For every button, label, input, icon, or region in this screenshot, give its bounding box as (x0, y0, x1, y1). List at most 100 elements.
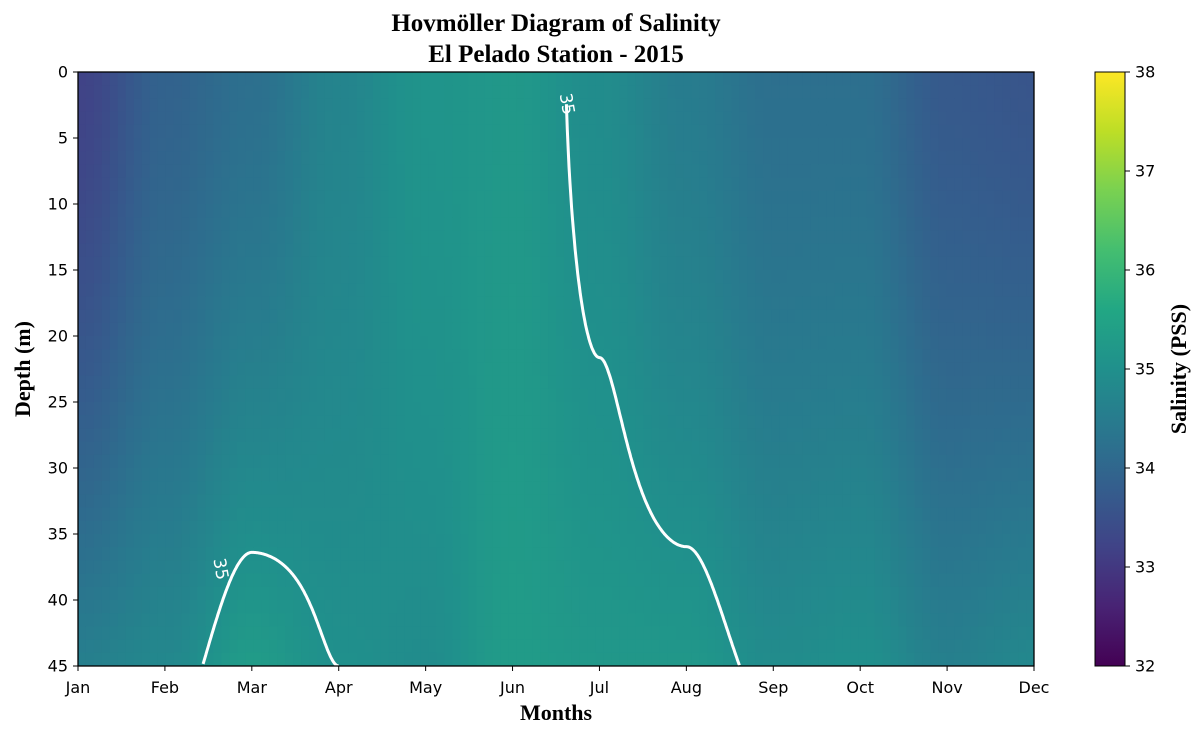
heatmap-cell (683, 520, 693, 535)
heatmap-cell (667, 111, 677, 126)
heatmap-cell (277, 639, 286, 654)
heatmap-cell (436, 362, 446, 377)
heatmap-cell (213, 468, 222, 482)
heatmap-cell (667, 613, 677, 627)
heatmap-cell (946, 256, 955, 271)
heatmap-cell (484, 283, 493, 297)
heatmap-cell (787, 190, 796, 205)
heatmap-cell (532, 600, 541, 614)
heatmap-cell (404, 534, 414, 548)
heatmap-cell (149, 613, 159, 627)
heatmap-cell (707, 336, 716, 350)
heatmap-cell (643, 639, 653, 654)
heatmap-cell (277, 415, 286, 429)
heatmap-cell (659, 415, 669, 429)
heatmap-cell (301, 322, 310, 337)
heatmap-cell (635, 230, 645, 245)
heatmap-cell (667, 322, 677, 337)
heatmap-cell (603, 639, 613, 654)
heatmap-cell (245, 151, 254, 165)
heatmap-cell (277, 151, 286, 165)
heatmap-cell (842, 362, 852, 377)
heatmap-cell (890, 560, 900, 575)
chart-title-line-2: El Pelado Station - 2015 (428, 41, 684, 68)
heatmap-cell (221, 468, 230, 482)
heatmap-cell (898, 283, 908, 297)
heatmap-cell (213, 111, 222, 126)
heatmap-cell (412, 322, 422, 337)
heatmap-cell (205, 494, 215, 509)
heatmap-cell (125, 72, 135, 86)
heatmap-cell (388, 124, 398, 139)
heatmap-cell (181, 270, 191, 284)
heatmap-cell (938, 362, 947, 377)
heatmap-cell (882, 322, 892, 337)
heatmap-cell (516, 402, 525, 416)
heatmap-cell (404, 336, 414, 350)
heatmap-cell (532, 283, 541, 297)
heatmap-cell (340, 336, 350, 350)
heatmap-cell (476, 586, 485, 601)
heatmap-cell (157, 190, 167, 205)
heatmap-cell (101, 177, 111, 192)
heatmap-cell (524, 520, 533, 535)
heatmap-cell (866, 402, 876, 416)
heatmap-cell (85, 388, 95, 403)
heatmap-cell (117, 652, 127, 666)
heatmap-cell (548, 454, 557, 469)
heatmap-cell (117, 468, 127, 482)
heatmap-cell (842, 72, 852, 86)
heatmap-cell (229, 428, 238, 443)
heatmap-cell (779, 151, 788, 165)
heatmap-cell (324, 177, 334, 192)
heatmap-cell (667, 85, 677, 99)
heatmap-cell (627, 177, 637, 192)
heatmap-cell (452, 613, 461, 627)
heatmap-cell (404, 256, 414, 271)
heatmap-cell (818, 388, 828, 403)
heatmap-cell (484, 388, 493, 403)
heatmap-cell (532, 375, 541, 390)
heatmap-cell (834, 124, 844, 139)
heatmap-cell (332, 256, 342, 271)
heatmap-cell (826, 85, 836, 99)
heatmap-cell (715, 388, 724, 403)
heatmap-cell (802, 481, 812, 495)
heatmap-cell (938, 428, 947, 443)
heatmap-cell (492, 468, 501, 482)
heatmap-cell (452, 230, 461, 245)
heatmap-cell (133, 336, 143, 350)
heatmap-cell (173, 652, 183, 666)
heatmap-cell (619, 547, 629, 561)
heatmap-cell (540, 481, 549, 495)
heatmap-cell (484, 190, 493, 205)
heatmap-cell (906, 85, 916, 99)
heatmap-cell (484, 375, 493, 390)
heatmap-cell (874, 349, 884, 363)
heatmap-cell (412, 402, 422, 416)
heatmap-cell (285, 164, 294, 179)
heatmap-cell (755, 573, 764, 588)
heatmap-cell (802, 652, 812, 666)
heatmap-cell (301, 230, 310, 245)
heatmap-cell (444, 296, 454, 311)
heatmap-cell (715, 164, 724, 179)
heatmap-cell (428, 72, 438, 86)
heatmap-cell (78, 415, 87, 429)
heatmap-cell (117, 98, 127, 113)
heatmap-cell (858, 468, 868, 482)
heatmap-cell (946, 124, 955, 139)
heatmap-cell (117, 402, 127, 416)
heatmap-cell (468, 613, 477, 627)
heatmap-cell (221, 138, 230, 152)
heatmap-cell (826, 256, 836, 271)
heatmap-cell (253, 138, 262, 152)
heatmap-cell (882, 375, 892, 390)
heatmap-cell (818, 98, 828, 113)
heatmap-cell (197, 230, 207, 245)
heatmap-cell (563, 375, 573, 390)
heatmap-cell (348, 402, 358, 416)
heatmap-cell (237, 586, 246, 601)
heatmap-cell (874, 336, 884, 350)
heatmap-cell (691, 375, 700, 390)
